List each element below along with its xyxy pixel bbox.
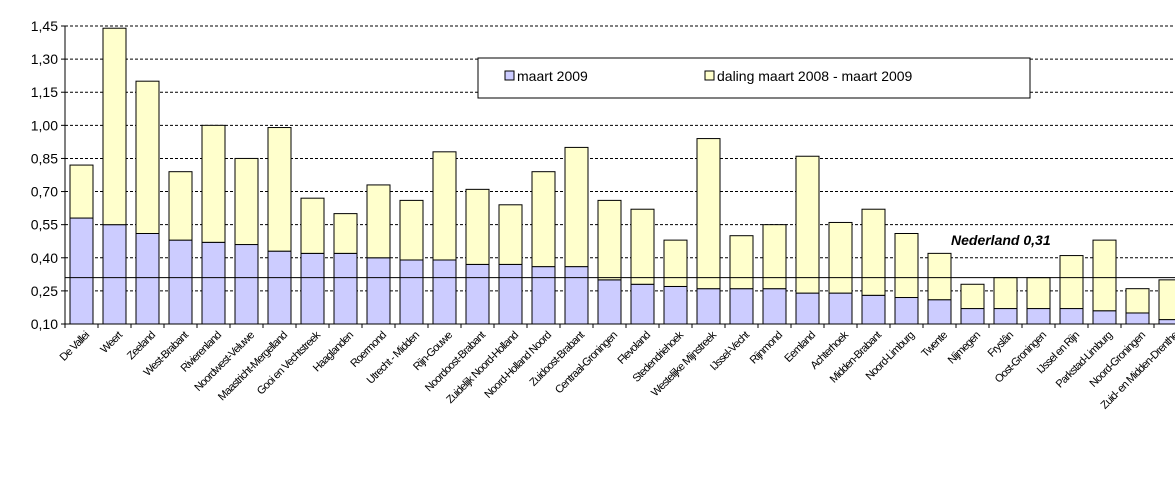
bar-segment	[102, 224, 127, 325]
bar-segment	[663, 285, 688, 325]
x-tick-label: Fryslân	[986, 329, 1017, 360]
bar-segment	[102, 27, 127, 226]
x-tick-label: Rijnmond	[748, 329, 785, 366]
bar-segment	[927, 299, 952, 325]
bar-segment	[1125, 288, 1150, 314]
bar-segment	[795, 292, 820, 325]
x-tick-label: Centraal-Groningen	[553, 329, 620, 396]
bar-segment	[795, 155, 820, 294]
bar-segment	[1059, 255, 1084, 310]
bar-segment	[861, 208, 886, 296]
bar-segment	[762, 224, 787, 290]
bar-segment	[498, 263, 523, 325]
x-tick-label: De Vallei	[58, 329, 92, 363]
bar-segment	[630, 208, 655, 285]
bar-segment	[927, 252, 952, 301]
bar-segment	[1092, 239, 1117, 312]
bar-segment	[1026, 277, 1051, 310]
bar-segment	[333, 252, 358, 325]
bar-segment	[1092, 310, 1117, 325]
reference-label: Nederland 0,31	[951, 232, 1051, 248]
bar-segment	[531, 171, 556, 268]
x-tick-label: Twente	[919, 329, 950, 360]
bar-segment	[135, 80, 160, 234]
bar-segment	[729, 235, 754, 290]
bar-segment	[894, 232, 919, 299]
x-tick-label: Noordoost-Brabant	[423, 329, 488, 394]
bar-segment	[300, 197, 325, 254]
bar-segment	[366, 257, 391, 325]
bar-segment	[828, 221, 853, 294]
y-tick-label: 0,55	[31, 217, 58, 233]
legend-swatch	[504, 70, 515, 81]
legend-box	[477, 57, 1031, 99]
y-tick-label: 1,30	[31, 51, 58, 67]
bar-segment	[201, 241, 226, 325]
bar-segment	[267, 127, 292, 252]
bar-segment	[663, 239, 688, 287]
bar-segment	[1158, 279, 1175, 321]
bar-segment	[168, 171, 193, 241]
bar-segment	[993, 308, 1018, 325]
bar-segment	[1125, 312, 1150, 325]
legend-label: maart 2009	[517, 68, 588, 84]
bar-segment	[333, 213, 358, 254]
bar-segment	[234, 157, 259, 246]
x-tick-label: Weert	[98, 329, 125, 356]
bar-segment	[564, 266, 589, 325]
bar-segment	[135, 232, 160, 325]
y-tick-label: 0,40	[31, 250, 58, 266]
x-tick-label: Parkstad-Limburg	[1054, 329, 1115, 390]
x-tick-label: Noordwest-Veluwe	[192, 329, 257, 394]
y-tick-label: 0,70	[31, 184, 58, 200]
bar-segment	[696, 288, 721, 325]
bar-segment	[828, 292, 853, 325]
bar-segment	[1059, 308, 1084, 325]
bar-segment	[531, 266, 556, 325]
bar-segment	[630, 283, 655, 325]
bar-segment	[894, 297, 919, 325]
bar-segment	[960, 283, 985, 310]
bar-segment	[1158, 319, 1175, 325]
y-tick-label: 0,25	[31, 283, 58, 299]
bar-segment	[366, 184, 391, 259]
x-tick-label: Nijmegen	[946, 329, 983, 366]
legend-swatch	[704, 70, 715, 81]
bar-segment	[168, 239, 193, 325]
legend: maart 2009 daling maart 2008 - maart 2009	[477, 57, 1031, 99]
bar-segment	[465, 263, 490, 325]
y-tick-label: 0,85	[31, 150, 58, 166]
y-tick-label: 0,10	[31, 316, 58, 332]
bar-segment	[69, 217, 94, 325]
bar-segment	[861, 294, 886, 325]
bar-segment	[993, 277, 1018, 310]
bar-segment	[597, 199, 622, 281]
bar-segment	[1026, 308, 1051, 325]
bar-segment	[201, 124, 226, 243]
bar-segment	[267, 250, 292, 325]
bar-segment	[564, 146, 589, 268]
bar-segment	[399, 259, 424, 325]
bar-segment	[399, 199, 424, 261]
bar-segment	[432, 151, 457, 261]
bar-segment	[960, 308, 985, 325]
bar-segment	[234, 244, 259, 325]
bar-segment	[432, 259, 457, 325]
y-tick-label: 1,00	[31, 117, 58, 133]
bar-segment	[597, 279, 622, 325]
y-tick-label: 1,15	[31, 84, 58, 100]
bar-segment	[498, 204, 523, 265]
bar-segment	[300, 252, 325, 325]
legend-label: daling maart 2008 - maart 2009	[717, 68, 913, 84]
bar-segment	[69, 164, 94, 219]
bar-segment	[729, 288, 754, 325]
bar-segment	[762, 288, 787, 325]
bar-segment	[465, 188, 490, 265]
y-tick-label: 1,45	[31, 18, 58, 34]
bar-segment	[696, 138, 721, 290]
